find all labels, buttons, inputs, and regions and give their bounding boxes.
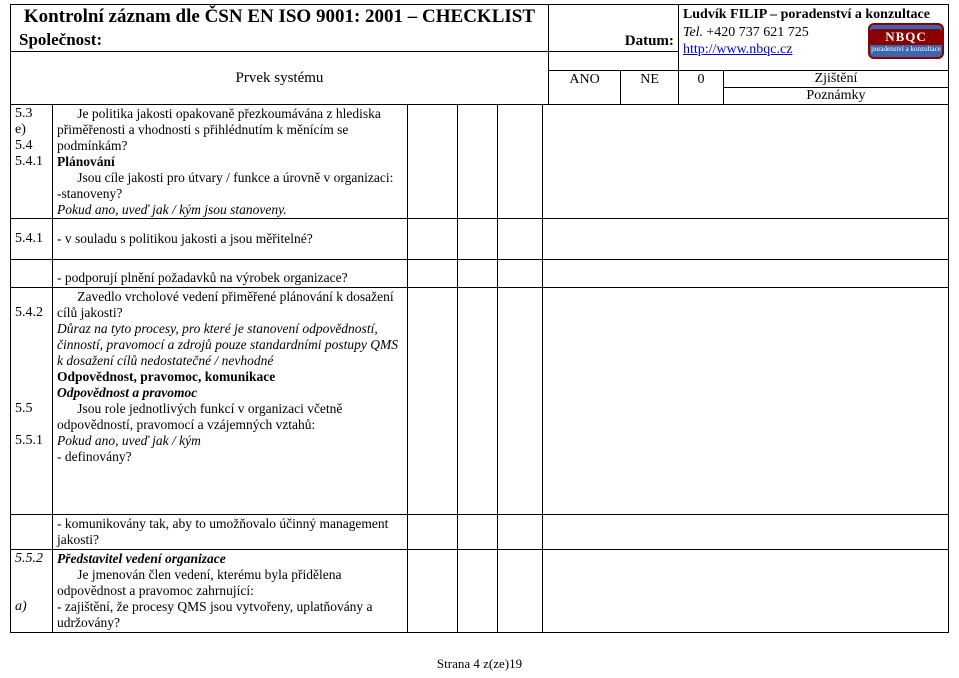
checklist-table: 5.3 e) 5.4 5.4.1 Je politika jakosti opa…: [10, 104, 949, 633]
r4-t6: Pokud ano, uveď jak / kým: [57, 433, 403, 449]
r6-t2: Je jmenován člen vedení, kterému byla př…: [57, 567, 403, 631]
row-text-1a: Je politika jakosti opakovaně přezkoumáv…: [57, 106, 403, 154]
ano-cell[interactable]: [408, 105, 458, 219]
ne-cell[interactable]: [458, 260, 498, 288]
tel-value: +420 737 621 725: [706, 25, 808, 40]
ne-cell[interactable]: [458, 219, 498, 260]
doc-title: Kontrolní záznam dle ČSN EN ISO 9001: 20…: [11, 5, 549, 30]
r4-t5: Jsou role jednotlivých funkcí v organiza…: [57, 401, 403, 433]
zero-cell[interactable]: [498, 550, 543, 633]
ne-cell[interactable]: [458, 105, 498, 219]
page-footer: Strana 4 z(ze)19: [0, 656, 959, 672]
ano-cell[interactable]: [408, 550, 458, 633]
row-num-3: [11, 260, 53, 288]
tel-label: Tel.: [683, 25, 703, 40]
notes-cell[interactable]: [543, 260, 949, 288]
company-label: Společnost:: [11, 29, 549, 52]
logo-text-top: NBQC: [870, 29, 942, 45]
r6-t1: Představitel vedení organizace: [57, 551, 403, 567]
row-num-6: 5.5.2 a): [11, 550, 53, 633]
zero-cell[interactable]: [498, 260, 543, 288]
ano-cell[interactable]: [408, 515, 458, 550]
nbqc-logo: NBQC poradenství a konzultace: [868, 23, 944, 59]
r4-t7: - definovány?: [57, 449, 403, 465]
zero-cell[interactable]: [498, 515, 543, 550]
zjisteni-header: Zjištění: [724, 71, 948, 88]
row-text-3: - podporují plnění požadavků na výrobek …: [53, 260, 408, 288]
poznamky-header: Poznámky: [724, 88, 948, 104]
row-text-1c: Pokud ano, uveď jak / kým jsou stanoveny…: [57, 202, 403, 218]
notes-cell[interactable]: [543, 288, 949, 515]
ne-cell[interactable]: [458, 288, 498, 515]
ano-cell[interactable]: [408, 288, 458, 515]
col-zero: 0: [678, 71, 723, 105]
col-ne: NE: [621, 71, 679, 105]
zero-cell[interactable]: [498, 288, 543, 515]
row-num-5: [11, 515, 53, 550]
ano-cell[interactable]: [408, 260, 458, 288]
r4-t1: Zavedlo vrcholové vedení přiměřené pláno…: [57, 289, 403, 321]
date-label: Datum:: [548, 5, 678, 52]
row-text-plan: Plánování: [57, 154, 403, 170]
row-num-1: 5.3 e) 5.4 5.4.1: [11, 105, 53, 219]
r4-t4: Odpovědnost a pravomoc: [57, 385, 403, 401]
row-text-2: - v souladu s politikou jakosti a jsou m…: [53, 219, 408, 260]
ne-cell[interactable]: [458, 515, 498, 550]
row-num-2: 5.4.1: [11, 219, 53, 260]
logo-text-bottom: poradenství a konzultace: [871, 45, 941, 53]
ano-cell[interactable]: [408, 219, 458, 260]
row-num-4: 5.4.2 5.5 5.5.1: [15, 305, 43, 448]
row-text-1b: Jsou cíle jakosti pro útvary / funkce a …: [57, 170, 403, 202]
notes-cell[interactable]: [543, 219, 949, 260]
r4-t2: Důraz na tyto procesy, pro které je stan…: [57, 321, 403, 369]
row-text-5: - komunikovány tak, aby to umožňovalo úč…: [53, 515, 408, 550]
header-table: Kontrolní záznam dle ČSN EN ISO 9001: 20…: [10, 4, 949, 105]
ne-cell[interactable]: [458, 550, 498, 633]
zero-cell[interactable]: [498, 219, 543, 260]
zero-cell[interactable]: [498, 105, 543, 219]
col-ano: ANO: [548, 71, 620, 105]
notes-cell[interactable]: [543, 550, 949, 633]
r4-t3: Odpovědnost, pravomoc, komunikace: [57, 369, 403, 385]
notes-cell[interactable]: [543, 515, 949, 550]
url-link[interactable]: http://www.nbqc.cz: [683, 42, 793, 57]
prvek-header: Prvek systému: [11, 52, 549, 105]
consultant-name: Ludvík FILIP – poradenství a konzultace: [683, 7, 944, 23]
notes-cell[interactable]: [543, 105, 949, 219]
